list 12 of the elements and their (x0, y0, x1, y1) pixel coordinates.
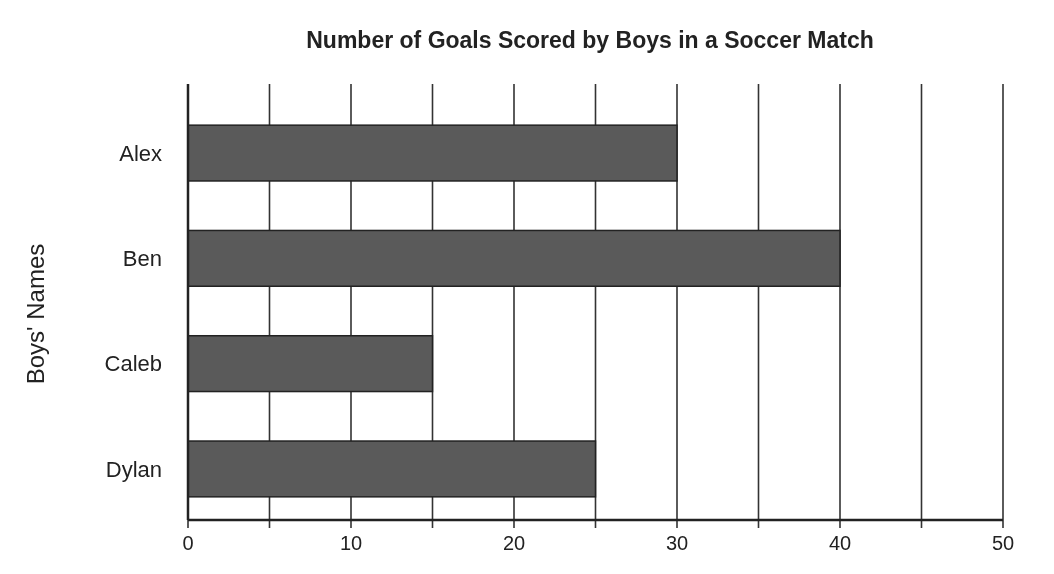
y-tick-label: Alex (119, 140, 162, 166)
x-tick-label: 30 (665, 532, 689, 554)
y-tick-label: Ben (122, 246, 162, 272)
y-tick-label: Caleb (104, 351, 162, 377)
y-tick-label: Dylan (105, 456, 162, 482)
x-tick-label: 10 (339, 532, 363, 554)
y-axis-title: Boys' Names (22, 243, 49, 385)
x-tick-label: 40 (828, 532, 852, 554)
x-tick-label: 0 (182, 532, 194, 554)
x-tick-label: 20 (502, 532, 526, 554)
chart-title: Number of Goals Scored by Boys in a Soccer Match (306, 27, 874, 53)
x-tick-label: 50 (991, 532, 1015, 554)
